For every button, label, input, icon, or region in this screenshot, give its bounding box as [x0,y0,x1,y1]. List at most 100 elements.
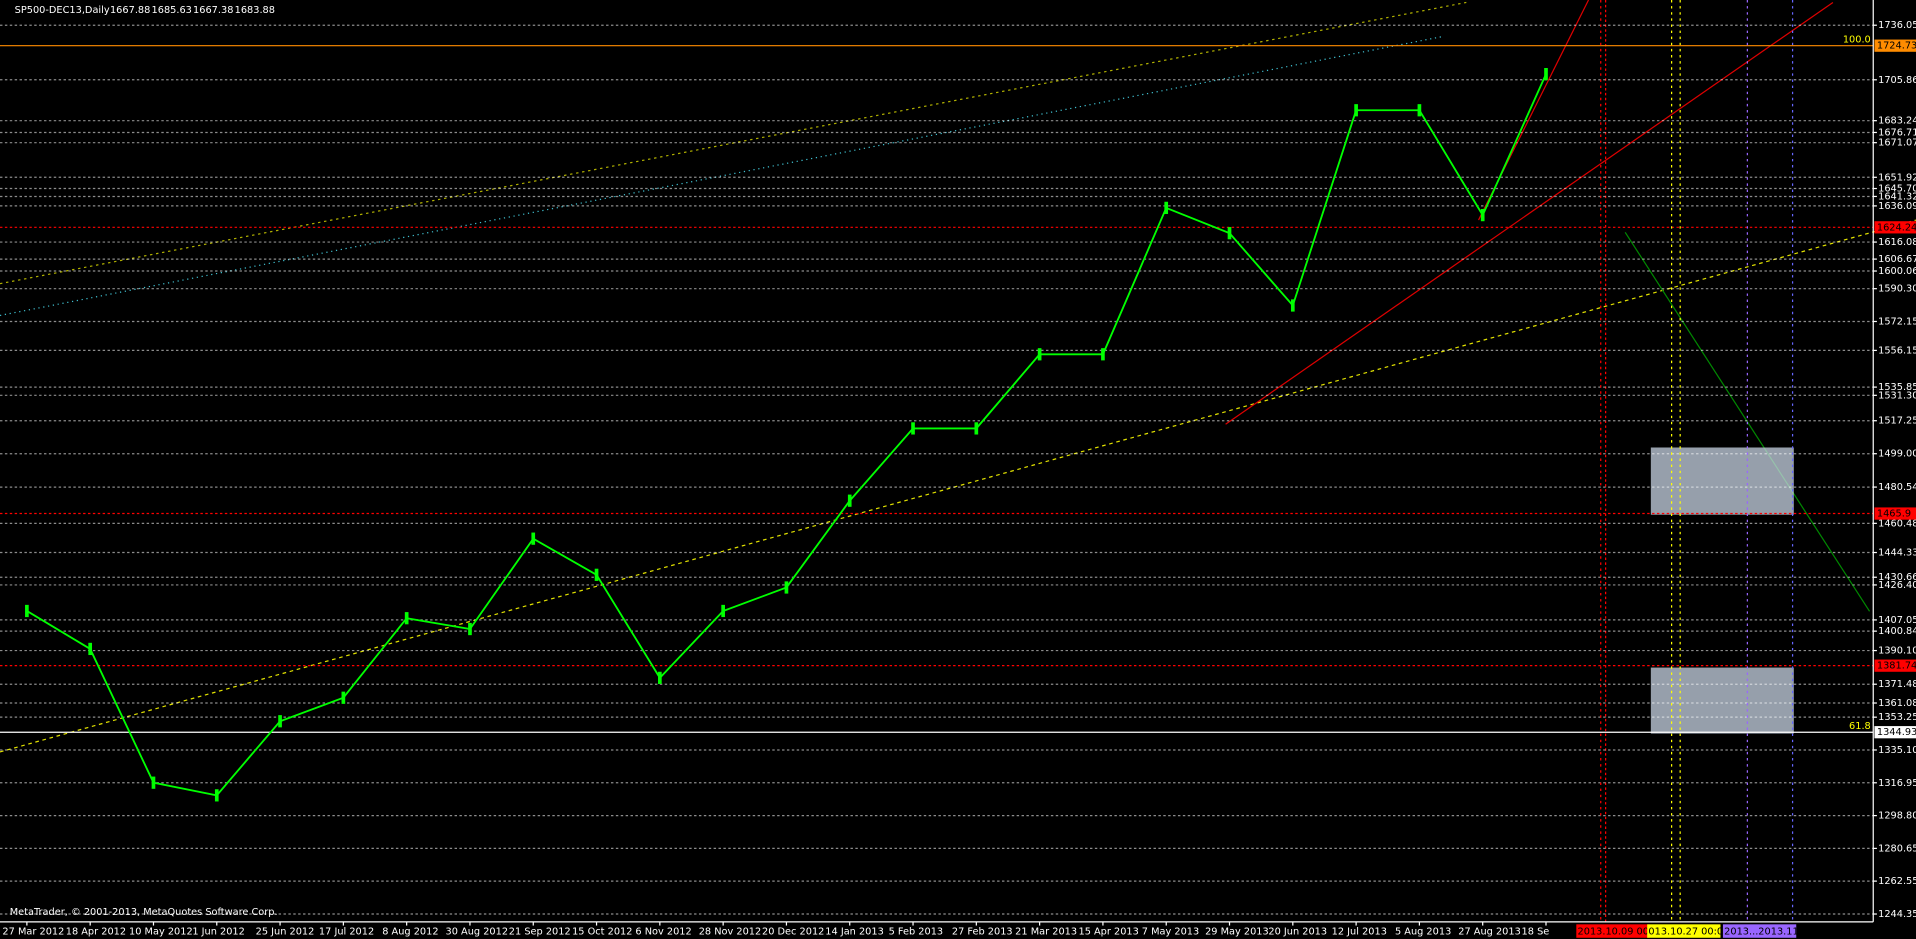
price-point [88,642,93,656]
y-tick-label: 1480.54 [1878,482,1916,493]
time-marker-tag [1576,924,1650,938]
marks [25,67,1548,802]
price-point [721,604,725,618]
y-tick-label: 1676.71 [1878,127,1916,138]
y-tick-label: 1361.08 [1878,698,1916,709]
y-tick-label: 1444.33 [1878,548,1916,559]
x-tick-label: 18 Se [1522,927,1550,938]
price-point [1164,201,1169,214]
level-tag [1874,221,1916,234]
y-tick-label: 1499.00 [1878,449,1916,460]
time-marker-label: 2013.10.09 00:00 [1578,927,1665,938]
y-tick-label: 1353.25 [1878,712,1916,723]
price-point [1101,348,1105,361]
y-tick-label: 1407.05 [1878,615,1916,626]
level-label: 61.8 [1849,721,1871,732]
x-tick-label: 21 Sep 2012 [509,927,571,938]
y-tick-label: 1616.08 [1878,237,1916,248]
y-tick-label: 1556.15 [1878,345,1916,356]
level-price: 1465.9 [1877,509,1911,520]
price-point [151,776,156,789]
x-tick-label: 30 Aug 2012 [446,927,509,938]
y-tick-label: 1371.48 [1878,679,1916,690]
y-tick-label: 1600.06 [1878,266,1916,277]
price-point [25,604,29,618]
time-marker-label: 013.10.27 00:00 [1648,927,1729,938]
level-tag [1874,39,1916,52]
x-tick-label: 5 Aug 2013 [1395,927,1451,938]
y-tick-label: 1517.25 [1878,416,1916,427]
price-point [594,568,599,581]
x-tick-label: 18 Apr 2012 [66,927,126,938]
time-marker-tag [1647,924,1721,938]
price-point [847,494,852,507]
x-tick-label: 8 Aug 2012 [382,927,438,938]
y-tick-label: 1683.24 [1878,116,1916,127]
footer: MetaTrader, © 2001-2013, MetaQuotes Soft… [10,907,278,918]
trend-line [1225,1,1834,425]
price-point [341,691,346,704]
x-tick-label: 10 May 2012 [129,927,193,938]
x-tick-label: 27 Aug 2013 [1458,927,1521,938]
y-tick-label: 1531.30 [1878,390,1916,401]
quote-value: 1685.63 [152,5,192,16]
price-point [1480,208,1485,222]
level-price: 1344.93 [1877,727,1916,738]
y-tick-label: 1430.66 [1878,572,1916,583]
y-tick-label: 1705.86 [1878,75,1916,86]
x-tick-label: 14 Jan 2013 [825,927,884,938]
x-tick-label: 6 Nov 2012 [635,927,691,938]
y-tick-label: 1244.35 [1878,909,1916,920]
y-tick-label: 1400.84 [1878,626,1916,637]
y-tick-label: 1390.10 [1878,646,1916,657]
level-tag [1874,726,1916,739]
y-tick-label: 1298.80 [1878,811,1916,822]
y-tick-label: 1280.65 [1878,843,1916,854]
y-tick-label: 1572.15 [1878,316,1916,327]
y-tick-label: 1316.95 [1878,778,1916,789]
y-tick-label: 1262.55 [1878,876,1916,887]
y-tick-label: 1636.09 [1878,201,1916,212]
price-point [214,789,219,802]
level-tag [1874,659,1916,672]
price-point [1290,299,1295,312]
y-tick-label: 1535.85 [1878,382,1916,393]
x-tick-label: 27 Feb 2013 [952,927,1013,938]
y-tick-label: 1651.92 [1878,172,1916,183]
y-tick-label: 1736.05 [1878,20,1916,31]
x-tick-label: 12 Jul 2013 [1332,927,1387,938]
price-point [784,581,789,594]
x-tick-label: 29 May 2013 [1205,927,1269,938]
level-price: 1724.73 [1877,41,1916,52]
zone [1650,667,1794,734]
x-tick-label: 7 May 2013 [1142,927,1199,938]
level-label: 100.0 [1843,35,1871,46]
y-tick-label: 1335.10 [1878,745,1916,756]
x-tick-label: 27 Mar 2012 [2,927,64,938]
price-point [1354,104,1358,117]
level-price: 1624.24 [1877,222,1916,233]
quote-value: 1667.38 [193,5,233,16]
price-point [658,671,662,684]
y-tick-label: 1606.67 [1878,254,1916,265]
grid [0,24,1874,915]
y-tick-label: 1426.40 [1878,580,1916,591]
price-point [468,622,472,636]
price-point [1544,67,1548,81]
level-tag [1874,507,1916,520]
x-tick-label: 15 Oct 2012 [572,927,632,938]
x-tick-label: 17 Jul 2012 [319,927,374,938]
x-tick-label: 25 Jun 2012 [256,927,315,938]
quote-value: 1667.88 [110,5,150,16]
quote-value: 1683.88 [235,5,275,16]
x-tick-label: 20 Jun 2013 [1268,927,1327,938]
y-tick-label: 1641.32 [1878,191,1916,202]
time-marker-label: 2013...2013.11.24 00:00 [1724,927,1845,938]
price-point [404,612,409,625]
price-point [1037,348,1042,361]
zone [1650,447,1794,515]
x-tick-label: 5 Feb 2013 [889,927,944,938]
price-point [911,422,915,435]
